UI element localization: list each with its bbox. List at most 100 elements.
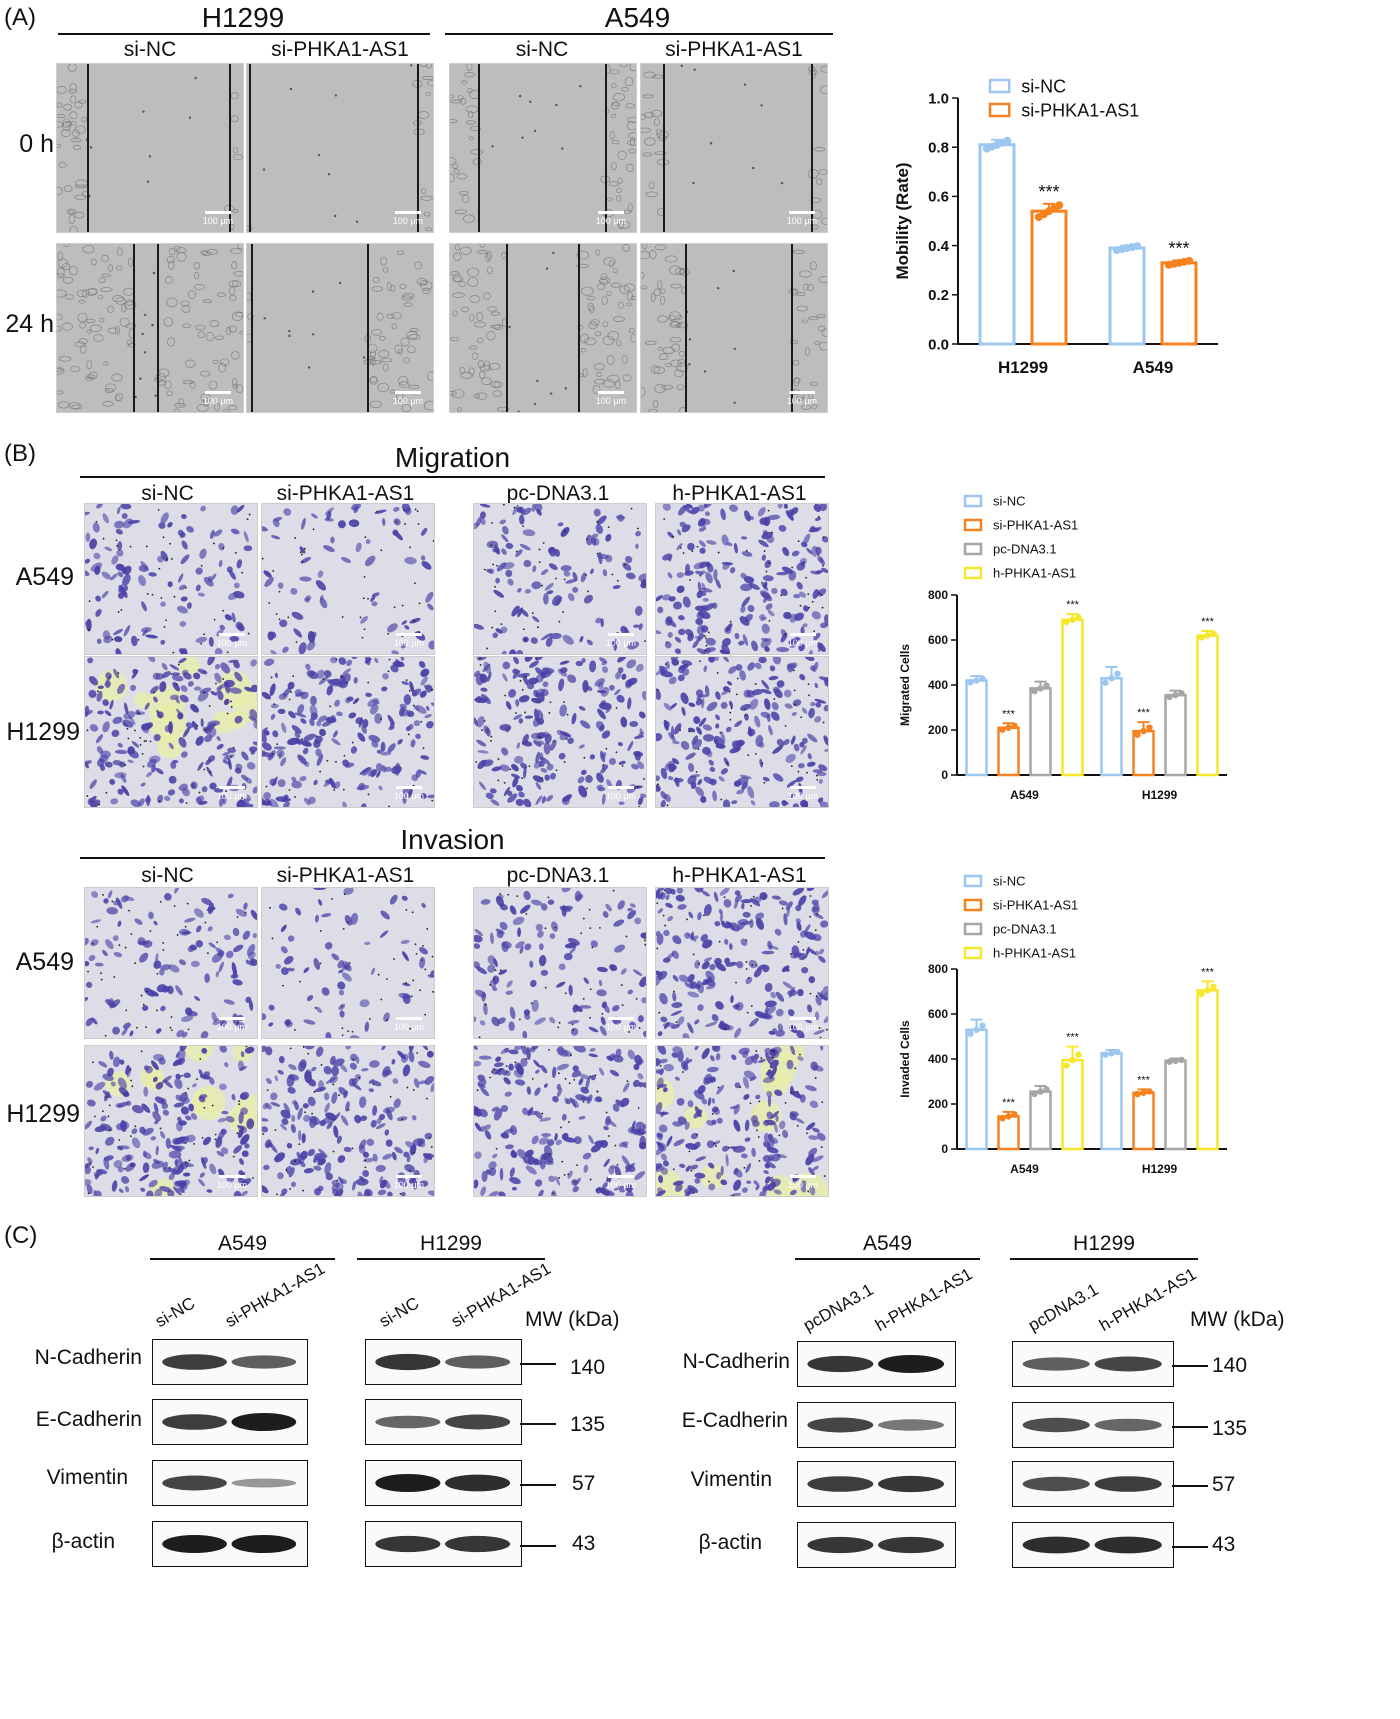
y-tick-label: 0.2 — [928, 287, 949, 304]
lane-label-right-h1299-pcdna: pcDNA3.1 — [1025, 1279, 1102, 1336]
lane-label-right-h1299-hphka: h-PHKA1-AS1 — [1096, 1264, 1200, 1336]
data-point — [1166, 693, 1173, 701]
bar — [997, 726, 1020, 777]
mw-marker-line — [520, 1423, 556, 1425]
mw-right-135: 135 — [1212, 1417, 1248, 1440]
data-point — [1198, 634, 1205, 641]
panel-a-sub-siphka-1: si-PHKA1-AS1 — [271, 38, 409, 61]
data-point — [1114, 670, 1121, 677]
data-point — [1043, 682, 1050, 689]
mw-marker-line — [1172, 1426, 1208, 1428]
mig-sub-pcdna: pc-DNA3.1 — [506, 482, 610, 505]
mw-marker-line — [520, 1484, 556, 1486]
scale-bar — [608, 1175, 634, 1178]
wound-edge-line — [811, 64, 813, 232]
blot-band — [1094, 1418, 1162, 1432]
data-point — [1140, 1089, 1147, 1096]
data-point — [1140, 727, 1147, 735]
bar — [1030, 209, 1068, 346]
blot-band — [375, 1415, 441, 1429]
mw-marker-line — [520, 1545, 556, 1547]
transwell-image: 100 μm — [473, 503, 647, 655]
protein-right-ecad: E-Cadherin — [681, 1409, 788, 1432]
legend-label: si-NC — [993, 494, 1026, 509]
data-point — [1210, 983, 1217, 990]
x-category-label: A549 — [1133, 358, 1174, 377]
legend-swatch — [988, 78, 1011, 94]
data-point — [1069, 616, 1076, 623]
blot-band — [807, 1417, 874, 1433]
y-tick-label: 800 — [928, 962, 948, 976]
blot-left-header-a549: A549 — [217, 1232, 268, 1255]
protein-left-actin: β-actin — [51, 1530, 115, 1553]
protein-left-vim: Vimentin — [46, 1466, 128, 1489]
scale-bar-label: 100 μm — [605, 1022, 636, 1032]
transwell-image: 100 μm — [261, 887, 435, 1039]
mw-header-left: MW (kDa) — [525, 1308, 620, 1331]
y-tick-label: 0.6 — [928, 189, 949, 206]
data-point — [1108, 675, 1115, 682]
legend-swatch — [963, 542, 983, 556]
blot-band — [878, 1355, 945, 1373]
significance-label: *** — [1066, 1032, 1080, 1044]
bar — [997, 1115, 1020, 1151]
legend-label: si-PHKA1-AS1 — [993, 518, 1078, 533]
transwell-image: 100 μm — [84, 1045, 258, 1197]
scale-bar — [396, 786, 422, 789]
western-blot-box — [365, 1339, 522, 1385]
transwell-image: 100 μm — [655, 1045, 829, 1197]
scale-bar-label: 100 μm — [393, 1180, 424, 1190]
significance-label: *** — [1137, 1074, 1151, 1086]
blot-band — [878, 1536, 945, 1554]
data-point — [973, 677, 980, 684]
data-point — [1043, 1086, 1050, 1093]
y-tick-label: 600 — [928, 633, 948, 647]
bar — [978, 143, 1016, 346]
data-point — [1069, 1056, 1076, 1064]
bar — [1164, 693, 1187, 777]
data-point — [1134, 1090, 1141, 1098]
blot-band — [807, 1536, 874, 1554]
blot-band — [162, 1475, 227, 1491]
mw-marker-line — [520, 1363, 556, 1365]
mw-right-57: 57 — [1212, 1473, 1236, 1496]
inv-sub-sinc: si-NC — [141, 864, 194, 887]
scale-bar — [219, 633, 245, 636]
wound-edge-line — [249, 64, 251, 232]
wound-edge-line — [251, 244, 253, 412]
panel-a-header-h1299: H1299 — [201, 2, 285, 33]
western-blot-box — [365, 1460, 522, 1506]
wound-edge-line — [478, 64, 480, 232]
bar — [1108, 246, 1146, 346]
data-point — [1178, 690, 1185, 697]
y-tick-label: 400 — [928, 1052, 948, 1066]
panel-a-row-0h: 0 h — [19, 130, 54, 158]
legend-label: si-NC — [1021, 76, 1066, 96]
mig-row-h1299: H1299 — [6, 718, 80, 746]
scale-bar — [598, 391, 624, 394]
scale-bar-label: 100 μm — [787, 1180, 818, 1190]
transwell-image: 100 μm — [84, 503, 258, 655]
blot-band — [162, 1535, 227, 1553]
scale-bar-label: 100 μm — [216, 1022, 247, 1032]
panel-a-letter: (A) — [4, 4, 36, 31]
wound-edge-line — [87, 64, 89, 232]
data-point — [1134, 731, 1141, 738]
significance-label: *** — [1168, 238, 1189, 258]
western-blot-box — [152, 1460, 308, 1506]
scale-bar-label: 100 μm — [787, 1022, 818, 1032]
protein-right-ncad: N-Cadherin — [682, 1350, 790, 1373]
wound-image: 100 μm — [246, 243, 434, 413]
blot-band — [231, 1535, 297, 1553]
scale-bar — [219, 786, 245, 789]
y-tick-label: 0 — [941, 1142, 948, 1156]
scale-bar — [205, 211, 231, 214]
mw-header-right: MW (kDa) — [1190, 1308, 1285, 1331]
blot-band — [375, 1474, 441, 1492]
scale-bar-label: 100 μm — [393, 638, 424, 648]
lane-label-right-a549-pcdna: pcDNA3.1 — [800, 1279, 877, 1336]
data-point — [1198, 990, 1205, 998]
legend-label: si-NC — [993, 874, 1026, 889]
data-point — [973, 1026, 980, 1033]
legend-label: h-PHKA1-AS1 — [993, 946, 1076, 961]
